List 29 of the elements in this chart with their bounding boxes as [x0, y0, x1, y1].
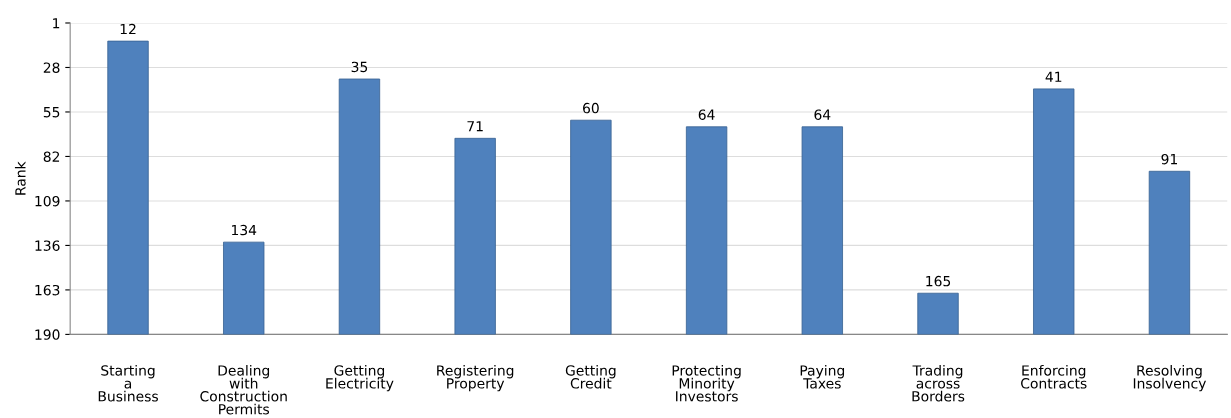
data-label: 60	[583, 102, 599, 114]
x-tick-label: Dealing with Construction Permits	[200, 364, 287, 415]
x-tick-label: Protecting Minority Investors	[672, 364, 741, 402]
x-tick-label: Trading across Borders	[912, 364, 965, 402]
x-tick-label: Enforcing Contracts	[1021, 364, 1087, 389]
data-label: 165	[926, 275, 951, 287]
data-label: 64	[698, 109, 715, 120]
data-label: 134	[232, 224, 257, 236]
y-tick-label: 1	[53, 18, 60, 29]
y-tick-label: 136	[35, 240, 60, 251]
x-tick-label: Getting Electricity	[326, 364, 394, 392]
y-tick-label: 109	[35, 195, 60, 207]
data-label: 64	[814, 109, 831, 120]
data-label: 35	[351, 61, 368, 73]
y-tick-label: 82	[43, 151, 60, 162]
data-label: 91	[1161, 153, 1177, 165]
data-label: 71	[467, 121, 483, 132]
data-label: 41	[1045, 71, 1062, 82]
x-tick-label: Getting Credit	[565, 364, 616, 389]
x-tick-label: Registering Property	[437, 364, 514, 392]
x-tick-label: Paying Taxes	[800, 364, 845, 389]
y-tick-label: 28	[43, 62, 60, 73]
data-label: 12	[120, 23, 136, 35]
y-tick-label: 55	[43, 107, 60, 118]
y-tick-label: 190	[35, 329, 60, 340]
y-tick-label: 163	[35, 284, 60, 296]
x-tick-label: Resolving Insolvency	[1133, 364, 1206, 392]
y-axis-title: Rank	[14, 161, 26, 195]
x-tick-label: Starting a Business	[98, 364, 158, 402]
